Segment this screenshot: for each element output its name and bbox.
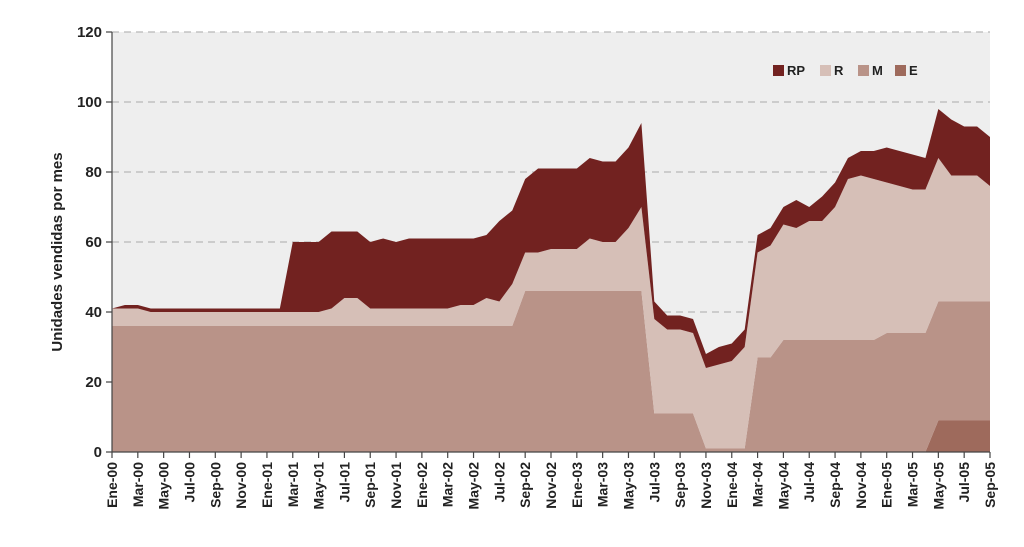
x-tick-label: Sep-02 xyxy=(517,462,533,508)
legend-label-rp: RP xyxy=(787,63,805,78)
x-tick-label: Jul-05 xyxy=(956,462,972,503)
y-tick-label: 20 xyxy=(85,374,102,391)
x-tick-label: Sep-03 xyxy=(672,462,688,508)
x-tick-label: Mar-00 xyxy=(130,462,146,507)
area-series xyxy=(112,109,990,452)
x-tick-label: Sep-04 xyxy=(827,462,843,508)
x-tick-label: Mar-05 xyxy=(905,462,921,507)
legend-label-m: M xyxy=(872,63,883,78)
x-tick-label: Jul-04 xyxy=(801,462,817,503)
x-tick-label: Nov-02 xyxy=(543,462,559,509)
x-axis: Ene-00 Mar-00 May-00 Jul-00 Sep-00 Nov-00 Ene-… xyxy=(104,451,998,510)
x-tick-label: Ene-05 xyxy=(879,462,895,508)
x-tick-label: May-00 xyxy=(156,462,172,510)
x-tick-label: Mar-03 xyxy=(595,462,611,507)
x-tick-label: Ene-04 xyxy=(724,462,740,508)
legend-label-e: E xyxy=(909,63,918,78)
x-tick-label: Ene-02 xyxy=(414,462,430,508)
x-tick-label: May-03 xyxy=(620,462,636,510)
y-tick-label: 0 xyxy=(94,444,102,461)
legend-swatch-r xyxy=(820,65,831,76)
area-r xyxy=(112,158,990,449)
x-tick-label: Jul-01 xyxy=(336,462,352,503)
y-tick-label: 40 xyxy=(85,304,102,321)
legend-label-r: R xyxy=(834,63,844,78)
x-tick-label: May-02 xyxy=(466,462,482,510)
x-tick-label: Mar-02 xyxy=(440,462,456,507)
x-tick-label: Jul-02 xyxy=(491,462,507,503)
x-tick-label: Ene-03 xyxy=(569,462,585,508)
y-tick-label: 60 xyxy=(85,234,102,251)
x-tick-label: Jul-03 xyxy=(646,462,662,503)
x-tick-label: Ene-01 xyxy=(259,462,275,508)
x-tick-label: Nov-04 xyxy=(853,462,869,509)
legend: RP R M E xyxy=(773,63,918,78)
area-m xyxy=(112,291,990,452)
y-tick-label: 120 xyxy=(77,24,102,41)
x-tick-label: Mar-01 xyxy=(285,462,301,507)
x-tick-label: May-04 xyxy=(775,462,791,510)
x-tick-label: Jul-00 xyxy=(181,462,197,503)
x-tick-label: May-05 xyxy=(930,462,946,510)
y-tick-label: 80 xyxy=(85,164,102,181)
x-tick-label: Sep-00 xyxy=(207,462,223,508)
y-axis: 0 20 40 60 80 100 120 xyxy=(77,24,113,461)
x-tick-label: Ene-00 xyxy=(104,462,120,508)
x-tick-label: Nov-00 xyxy=(233,462,249,509)
x-tick-label: Sep-05 xyxy=(982,462,998,508)
y-tick-label: 100 xyxy=(77,94,102,111)
y-axis-title: Unidades vendidas por mes xyxy=(49,152,66,351)
legend-swatch-rp xyxy=(773,65,784,76)
legend-swatch-m xyxy=(858,65,869,76)
legend-swatch-e xyxy=(895,65,906,76)
x-tick-label: May-01 xyxy=(311,462,327,510)
x-tick-label: Sep-01 xyxy=(362,462,378,508)
x-tick-label: Mar-04 xyxy=(750,462,766,507)
x-tick-label: Nov-03 xyxy=(698,462,714,509)
area-rp xyxy=(112,109,990,368)
x-tick-label: Nov-01 xyxy=(388,462,404,509)
